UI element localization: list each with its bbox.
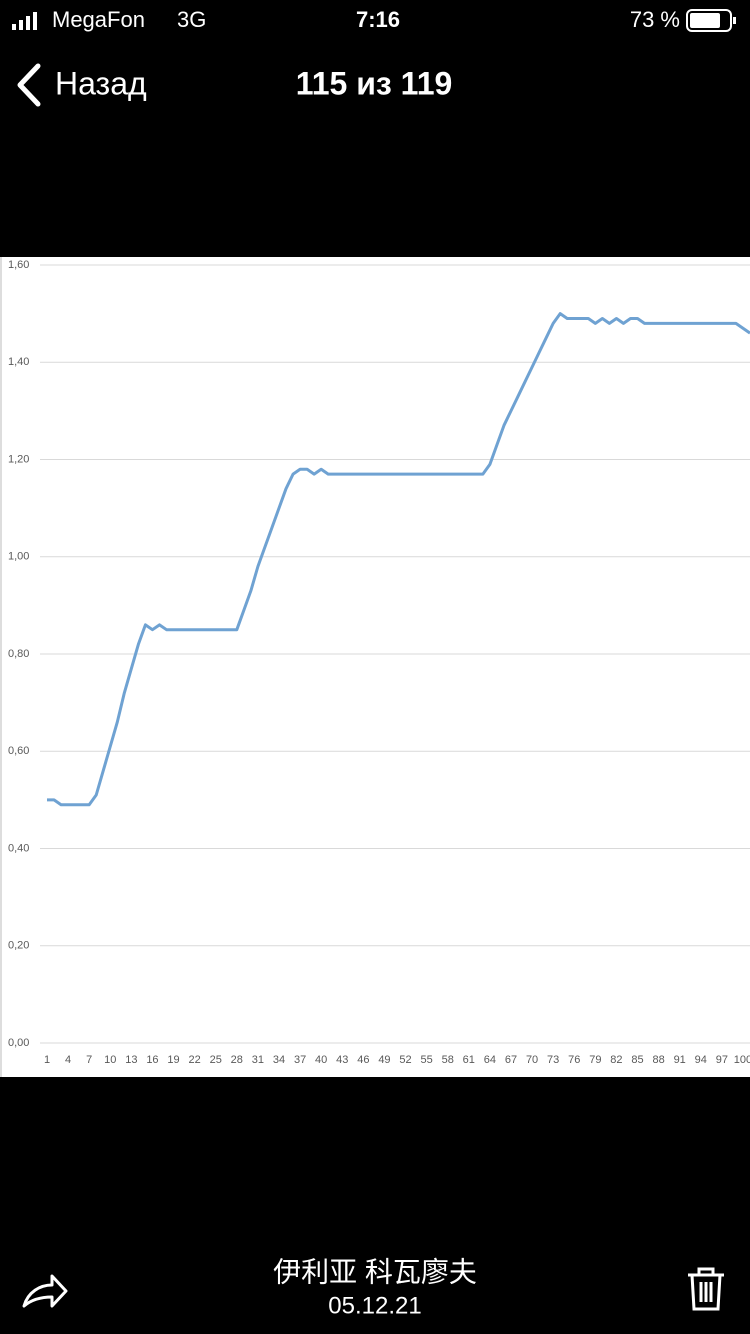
x-tick-label: 34 [273, 1054, 285, 1066]
x-tick-label: 49 [378, 1054, 390, 1066]
nav-title: 115 из 119 [296, 65, 453, 101]
delete-button[interactable] [688, 1267, 724, 1311]
x-tick-label: 91 [674, 1054, 686, 1066]
x-tick-label: 79 [589, 1054, 601, 1066]
x-tick-label: 97 [716, 1054, 728, 1066]
y-tick-label: 0,20 [8, 940, 29, 952]
chart: 0,000,200,400,600,801,001,201,401,601 4 7 1… [8, 259, 750, 1066]
data-line [47, 312, 750, 807]
x-tick-label: 31 [252, 1054, 264, 1066]
x-tick-label: 28 [231, 1054, 243, 1066]
photo-date: 05.12.21 [328, 1292, 421, 1319]
author-name: 伊利亚 科瓦廖夫 [273, 1256, 477, 1287]
back-button[interactable]: Назад [55, 65, 147, 101]
x-tick-label: 55 [420, 1054, 432, 1066]
x-tick-label: 16 [146, 1054, 158, 1066]
x-tick-label: 19 [167, 1054, 179, 1066]
time: 7:16 [356, 7, 400, 32]
x-tick-label: 13 [125, 1054, 137, 1066]
y-tick-label: 0,60 [8, 745, 29, 757]
y-tick-label: 1,00 [8, 551, 29, 563]
x-tick-label: 61 [463, 1054, 475, 1066]
x-tick-label: 4 [65, 1054, 71, 1066]
x-tick-label: 1 [44, 1054, 50, 1066]
x-tick-label: 94 [695, 1054, 707, 1066]
y-tick-label: 1,20 [8, 453, 29, 465]
x-tick-label: 40 [315, 1054, 327, 1066]
x-tick-label: 76 [568, 1054, 580, 1066]
x-tick-label: 67 [505, 1054, 517, 1066]
signal [12, 12, 37, 30]
y-tick-label: 0,80 [8, 648, 29, 660]
x-tick-label: 64 [484, 1054, 496, 1066]
x-tick-label: 25 [210, 1054, 222, 1066]
y-tick-label: 1,60 [8, 259, 29, 271]
share-button[interactable] [22, 1274, 68, 1308]
y-tick-label: 0,00 [8, 1037, 29, 1049]
x-tick-label: 85 [631, 1054, 643, 1066]
y-tick-label: 0,40 [8, 842, 29, 854]
battery-text: 73 % [630, 7, 680, 32]
x-tick-label: 100 [734, 1054, 750, 1066]
x-tick-label: 37 [294, 1054, 306, 1066]
carrier: MegaFon [52, 7, 145, 32]
x-tick-label: 43 [336, 1054, 348, 1066]
back-chevron[interactable] [17, 63, 41, 107]
x-tick-label: 82 [610, 1054, 622, 1066]
x-tick-label: 88 [652, 1054, 664, 1066]
network: 3G [177, 7, 206, 32]
x-tick-label: 70 [526, 1054, 538, 1066]
x-tick-label: 22 [189, 1054, 201, 1066]
y-tick-label: 1,40 [8, 356, 29, 368]
x-tick-label: 73 [547, 1054, 559, 1066]
x-tick-label: 10 [104, 1054, 116, 1066]
x-tick-label: 7 [86, 1054, 92, 1066]
x-tick-label: 46 [357, 1054, 369, 1066]
x-tick-label: 52 [399, 1054, 411, 1066]
chart-background [0, 257, 750, 1077]
x-tick-label: 58 [442, 1054, 454, 1066]
battery-icon [686, 9, 736, 32]
